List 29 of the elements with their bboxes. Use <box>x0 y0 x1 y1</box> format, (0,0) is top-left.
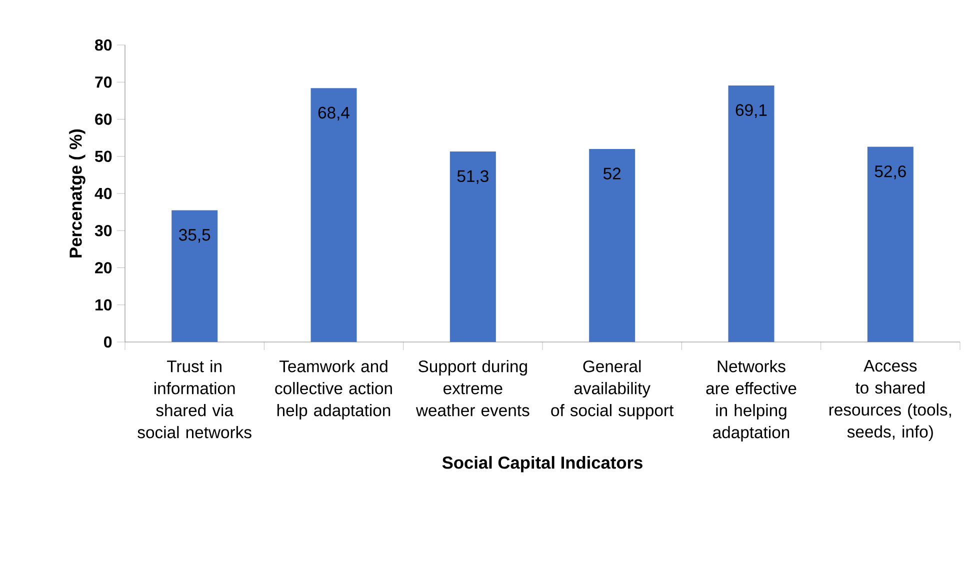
data-label: 52,6 <box>874 165 906 180</box>
x-tick-label: General availability of social support <box>551 360 674 420</box>
x-tick-label: Access to shared resources (tools, seeds, info) <box>829 360 951 441</box>
x-tick-label: Networks are effective in helping adaptation <box>706 360 796 442</box>
x-tick-label: Support during extreme weather events <box>416 360 530 416</box>
y-tick-label: 80 <box>95 39 112 51</box>
bar <box>589 148 636 342</box>
bar <box>172 210 218 342</box>
y-tick-label: 40 <box>94 188 112 200</box>
x-tick-label: Trust in information shared via social networks <box>138 360 252 438</box>
y-tick-label: 60 <box>95 114 112 125</box>
bar <box>310 88 357 342</box>
y-tick-label: 50 <box>95 150 112 162</box>
y-tick-label: 20 <box>95 262 112 274</box>
bar <box>450 152 496 342</box>
y-tick-label: 70 <box>95 76 112 88</box>
y-axis-title: Percenatge ( %) <box>69 129 86 258</box>
data-label: 35,5 <box>178 228 210 243</box>
y-tick-label: 30 <box>94 224 112 236</box>
data-label: 52 <box>603 168 621 180</box>
data-label: 51,3 <box>457 170 488 184</box>
y-tick-label: 10 <box>96 299 112 311</box>
bar <box>728 85 774 342</box>
y-tick-label: 0 <box>104 336 112 348</box>
x-axis-title: Social Capital Indicators <box>442 456 642 472</box>
data-label: 68,4 <box>318 106 350 121</box>
x-tick-label: Teamwork and collective action help adaptation <box>275 360 392 420</box>
data-label: 69,1 <box>736 104 767 118</box>
bar <box>867 146 914 342</box>
